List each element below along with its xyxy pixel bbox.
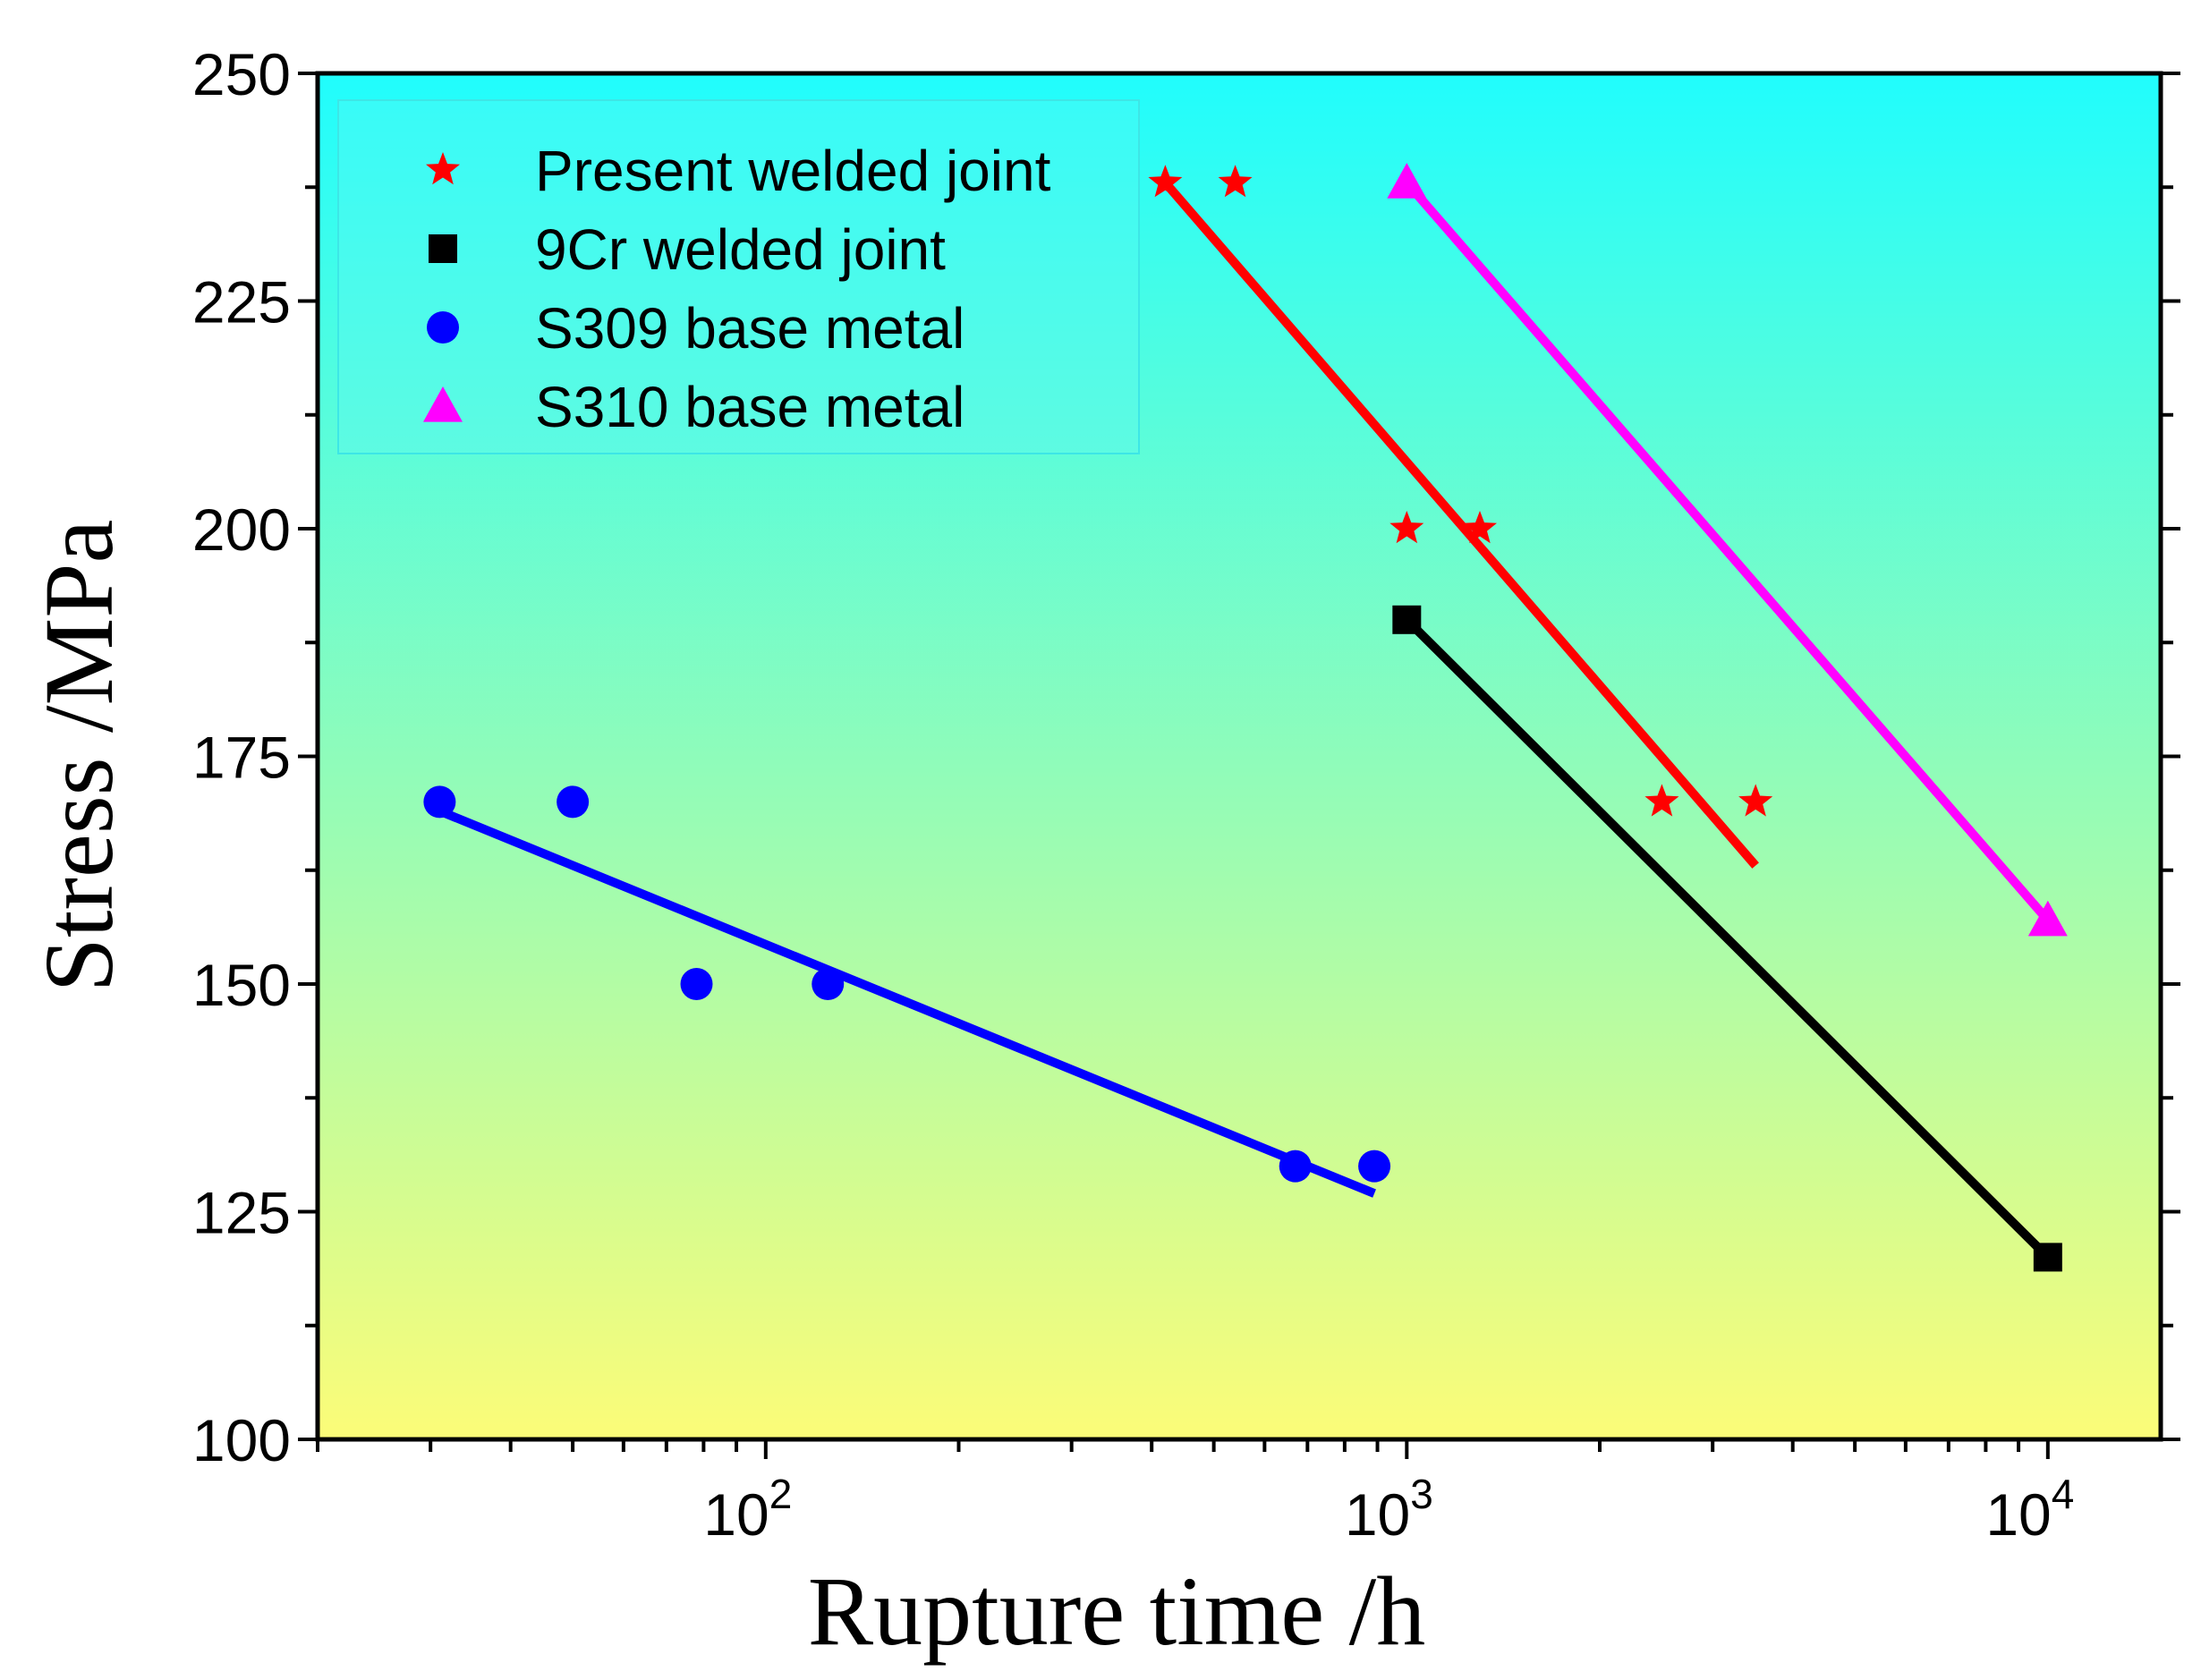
- legend-box: [337, 99, 1140, 454]
- legend-marker-3: [423, 386, 463, 422]
- data-point-s2-3: [812, 968, 845, 1000]
- legend-marker-2: [427, 311, 459, 344]
- x-tick-base: 10: [1345, 1481, 1410, 1548]
- fit-line-2: [438, 806, 1376, 1198]
- data-point-s1-1: [2033, 1243, 2062, 1272]
- data-point-s2-4: [1279, 1150, 1312, 1183]
- x-tick-label: 104: [1985, 1471, 2074, 1548]
- legend-label-3: S310 base metal: [535, 375, 965, 439]
- y-axis: 100 125 150 175 200 225 250: [192, 41, 2180, 1473]
- data-point-s1-0: [1392, 605, 1422, 634]
- fit-line-3: [1403, 179, 2052, 924]
- x-tick-exponent: 3: [1410, 1471, 1433, 1517]
- plot-background: [318, 73, 2161, 1439]
- legend-label-1: 9Cr welded joint: [535, 217, 946, 282]
- x-tick-exponent: 4: [2052, 1471, 2075, 1517]
- x-tick-exponent: 2: [769, 1471, 793, 1517]
- data-point-s2-2: [680, 968, 713, 1000]
- data-point-s0-5: [1738, 784, 1773, 817]
- x-tick-label: 102: [703, 1471, 792, 1548]
- x-tick-base: 10: [703, 1481, 769, 1548]
- legend-marker-1: [429, 234, 457, 263]
- legend-label-2: S309 base metal: [535, 296, 965, 361]
- data-point-s0-1: [1218, 165, 1253, 198]
- x-axis: 102 103 104: [316, 1439, 2074, 1548]
- fit-lines: [438, 179, 2052, 1260]
- x-tick-base: 10: [1985, 1481, 2051, 1548]
- x-axis-title: Rupture time /h: [808, 1557, 1425, 1666]
- data-point-s3-0: [1387, 163, 1427, 199]
- y-tick-label: 175: [192, 725, 291, 791]
- y-tick-label: 250: [192, 41, 291, 107]
- data-point-s0-4: [1644, 784, 1679, 817]
- data-point-s2-1: [557, 785, 590, 819]
- y-tick-label: 150: [192, 952, 291, 1018]
- data-point-s0-2: [1389, 511, 1424, 544]
- data-point-s3-1: [2027, 900, 2068, 937]
- y-axis-title: Stress /MPa: [24, 520, 133, 993]
- legend-label-0: Present welded joint: [535, 139, 1051, 203]
- y-tick-label: 200: [192, 496, 291, 563]
- data-point-s0-0: [1148, 165, 1183, 198]
- data-point-s2-5: [1358, 1150, 1391, 1183]
- data-markers: [423, 163, 2068, 1272]
- fit-line-1: [1403, 616, 2052, 1260]
- data-point-s2-0: [423, 785, 456, 819]
- y-tick-label: 100: [192, 1407, 291, 1473]
- data-point-s0-3: [1462, 511, 1497, 544]
- y-tick-label: 125: [192, 1180, 291, 1246]
- y-tick-label: 225: [192, 269, 291, 335]
- fit-line-0: [1161, 179, 1759, 869]
- x-tick-label: 103: [1345, 1471, 1433, 1548]
- legend-marker-0: [426, 152, 460, 185]
- legend: Present welded joint 9Cr welded joint S309…: [337, 99, 1140, 454]
